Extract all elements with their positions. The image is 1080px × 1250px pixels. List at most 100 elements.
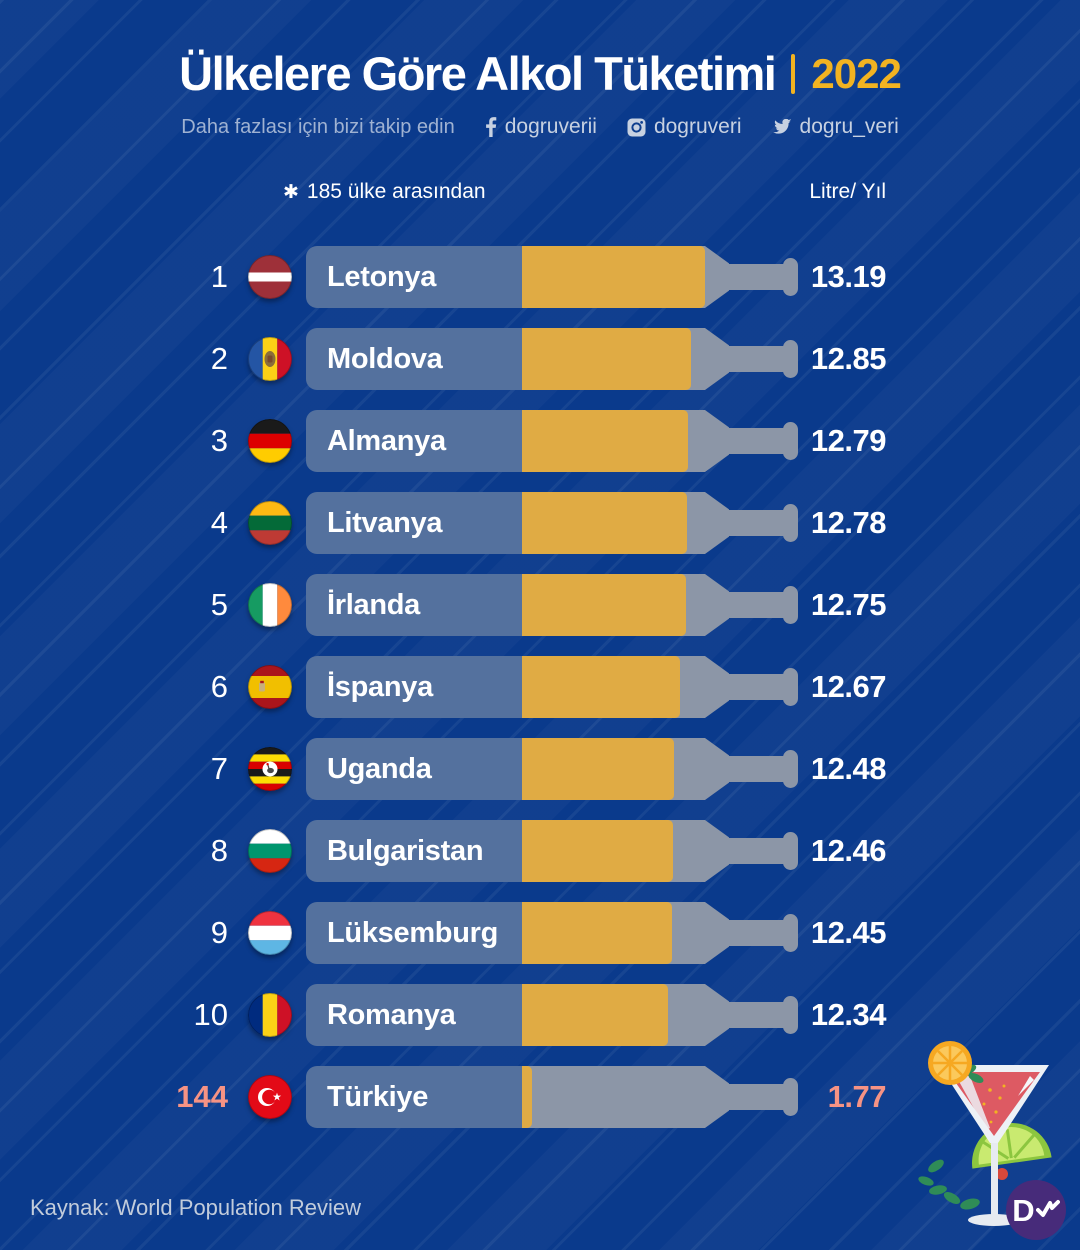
ranking-row: 144 Türkiye 1.77 — [0, 1066, 1080, 1128]
value-label: 12.45 — [810, 915, 887, 950]
country-flag-icon — [248, 911, 292, 955]
country-flag-icon — [248, 1075, 292, 1119]
bottle-lip — [783, 914, 798, 952]
bottle-fill — [522, 492, 688, 554]
ranking-row: 2 Moldova 12.85 — [0, 328, 1080, 390]
bottle-neck — [729, 1002, 784, 1028]
bottle-neck — [729, 592, 784, 618]
bottle-shoulder — [705, 820, 729, 882]
country-label: Letonya — [327, 260, 437, 293]
country-flag-icon — [248, 501, 292, 545]
instagram-icon — [627, 118, 646, 137]
bottle-shoulder — [705, 656, 729, 718]
bottle-neck — [729, 674, 784, 700]
country-label: Uganda — [327, 752, 432, 785]
bottle-bar: Romanya — [306, 984, 798, 1046]
page-title: Ülkelere Göre Alkol Tüketimi — [179, 47, 777, 100]
asterisk-icon: ✱ — [283, 181, 299, 203]
country-label: İrlanda — [327, 588, 420, 621]
country-label: Moldova — [327, 342, 443, 375]
country-label-band: Romanya — [306, 984, 522, 1046]
bottle-neck — [729, 838, 784, 864]
bottle-lip — [783, 422, 798, 460]
bottle-shoulder — [705, 984, 729, 1046]
dv-logo-text: D — [1012, 1192, 1035, 1228]
rank-label: 2 — [210, 341, 228, 376]
bottle-bar: Almanya — [306, 410, 798, 472]
value-label: 12.75 — [810, 587, 887, 622]
value-label: 13.19 — [810, 259, 887, 294]
bottle-neck — [729, 1084, 784, 1110]
bottle-fill — [522, 574, 686, 636]
bottle-neck — [729, 920, 784, 946]
cocktail-illustration — [912, 1038, 1077, 1233]
country-flag-icon — [248, 255, 292, 299]
column-header-unit: Litre/ Yıl — [809, 180, 886, 203]
country-label-band: İspanya — [306, 656, 522, 718]
rank-label: 6 — [210, 669, 228, 704]
ranking-row: 1 Letonya 13.19 — [0, 246, 1080, 308]
bottle-neck — [729, 510, 784, 536]
country-flag-icon — [248, 583, 292, 627]
bottle-bar: İrlanda — [306, 574, 798, 636]
title-row: Ülkelere Göre Alkol Tüketimi 2022 — [0, 46, 1080, 101]
bottle-bar: Moldova — [306, 328, 798, 390]
bottle-track — [522, 1066, 705, 1128]
ranking-row: 5 İrlanda 12.75 — [0, 574, 1080, 636]
martini-glass-icon — [939, 1065, 1049, 1226]
subtitle-row: Daha fazlası için bizi takip edin dogruv… — [0, 115, 1080, 139]
rank-label: 9 — [210, 915, 228, 950]
country-label: Lüksemburg — [327, 916, 499, 949]
social-instagram: dogruveri — [627, 115, 742, 139]
country-label: Romanya — [327, 998, 456, 1031]
cherry-icon — [996, 1168, 1008, 1180]
bottle-fill — [522, 410, 688, 472]
bottle-bar: Litvanya — [306, 492, 798, 554]
note-text: 185 ülke arasından — [306, 180, 486, 203]
bottle-lip — [783, 586, 798, 624]
social-handle: dogru_veri — [799, 115, 899, 138]
source-credit: Kaynak: World Population Review — [30, 1195, 361, 1220]
rank-label: 4 — [210, 505, 228, 540]
bottle-lip — [783, 340, 798, 378]
twitter-icon — [772, 118, 792, 136]
rank-label: 3 — [210, 423, 228, 458]
ranking-row: 9 Lüksemburg 12.45 — [0, 902, 1080, 964]
ranking-row: 10 Romanya 12.34 — [0, 984, 1080, 1046]
ranking-list: 1 Letonya 13.19 2 Moldo — [0, 246, 1080, 1148]
bottle-lip — [783, 1078, 798, 1116]
country-label: Litvanya — [327, 506, 443, 539]
bottle-bar: Bulgaristan — [306, 820, 798, 882]
bottle-lip — [783, 258, 798, 296]
value-label: 12.48 — [810, 751, 887, 786]
bottle-shoulder — [705, 574, 729, 636]
country-flag-icon — [248, 419, 292, 463]
country-label: Türkiye — [327, 1080, 429, 1113]
facebook-icon — [485, 117, 497, 137]
country-flag-icon — [248, 337, 292, 381]
ranking-row: 3 Almanya 12.79 — [0, 410, 1080, 472]
country-label: Almanya — [327, 424, 446, 457]
value-label: 12.34 — [810, 997, 887, 1032]
value-label: 12.46 — [810, 833, 887, 868]
bottle-neck — [729, 264, 784, 290]
bottle-fill — [522, 1066, 533, 1128]
country-flag-icon — [248, 665, 292, 709]
value-label: 12.85 — [810, 341, 887, 376]
rank-label: 10 — [193, 997, 228, 1032]
bottle-neck — [729, 428, 784, 454]
orange-slice-icon — [928, 1041, 984, 1085]
social-handle: dogruverii — [504, 115, 597, 138]
bottle-bar: Letonya — [306, 246, 798, 308]
bottle-neck — [729, 756, 784, 782]
country-label-band: Litvanya — [306, 492, 522, 554]
bottle-fill — [522, 984, 668, 1046]
title-divider — [791, 53, 796, 94]
bottle-fill — [522, 902, 673, 964]
dv-logo-check-icon — [1035, 1198, 1060, 1223]
country-label-band: Letonya — [306, 246, 522, 308]
bottle-shoulder — [705, 902, 729, 964]
value-label: 1.77 — [827, 1079, 887, 1114]
bottle-lip — [783, 504, 798, 542]
